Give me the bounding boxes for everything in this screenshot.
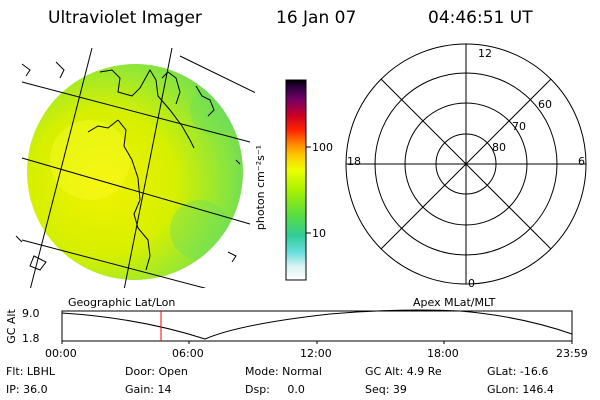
color-bar-label-100: 100 bbox=[312, 141, 333, 154]
mlt-label-12: 12 bbox=[478, 47, 492, 60]
status-ip: IP: 36.0 bbox=[6, 383, 48, 396]
alt-ytick-low: 1.8 bbox=[22, 332, 40, 345]
status-mode: Mode: Normal bbox=[245, 365, 322, 378]
coastline-overlay bbox=[15, 48, 255, 288]
app-title: Ultraviolet Imager bbox=[48, 8, 202, 28]
status-seq: Seq: 39 bbox=[365, 383, 407, 396]
alt-xtick-2359: 23:59 bbox=[556, 347, 588, 360]
lat-label-70: 70 bbox=[512, 120, 526, 133]
alt-xtick-0600: 06:00 bbox=[172, 347, 204, 360]
altitude-plot bbox=[61, 309, 573, 344]
status-glat: GLat: -16.6 bbox=[487, 365, 549, 378]
status-gain: Gain: 14 bbox=[125, 383, 172, 396]
alt-ytick-high: 9.0 bbox=[22, 307, 40, 320]
alt-xtick-1200: 12:00 bbox=[300, 347, 332, 360]
geographic-caption: Geographic Lat/Lon bbox=[68, 296, 176, 309]
polar-grid bbox=[345, 43, 587, 285]
status-glon: GLon: 146.4 bbox=[487, 383, 554, 396]
mlt-label-6: 6 bbox=[578, 155, 585, 168]
status-gc-alt: GC Alt: 4.9 Re bbox=[365, 365, 442, 378]
color-bar bbox=[285, 79, 307, 281]
status-flt: Flt: LBHL bbox=[6, 365, 55, 378]
status-dsp: Dsp: 0.0 bbox=[245, 383, 305, 396]
mlt-label-0: 0 bbox=[468, 277, 475, 290]
color-bar-label-10: 10 bbox=[312, 227, 326, 240]
color-bar-unit: photon cm⁻²s⁻¹ bbox=[254, 144, 268, 231]
alt-xtick-0000: 00:00 bbox=[45, 347, 77, 360]
time-label: 04:46:51 UT bbox=[428, 8, 533, 28]
lat-label-60: 60 bbox=[538, 98, 552, 111]
uv-image-globe bbox=[27, 64, 243, 280]
date-label: 16 Jan 07 bbox=[276, 8, 357, 28]
apex-caption: Apex MLat/MLT bbox=[413, 296, 496, 309]
alt-axis-label: GC Alt bbox=[4, 309, 18, 344]
mlt-label-18: 18 bbox=[347, 155, 361, 168]
lat-label-80: 80 bbox=[492, 141, 506, 154]
alt-xtick-1800: 18:00 bbox=[427, 347, 459, 360]
status-door: Door: Open bbox=[125, 365, 188, 378]
